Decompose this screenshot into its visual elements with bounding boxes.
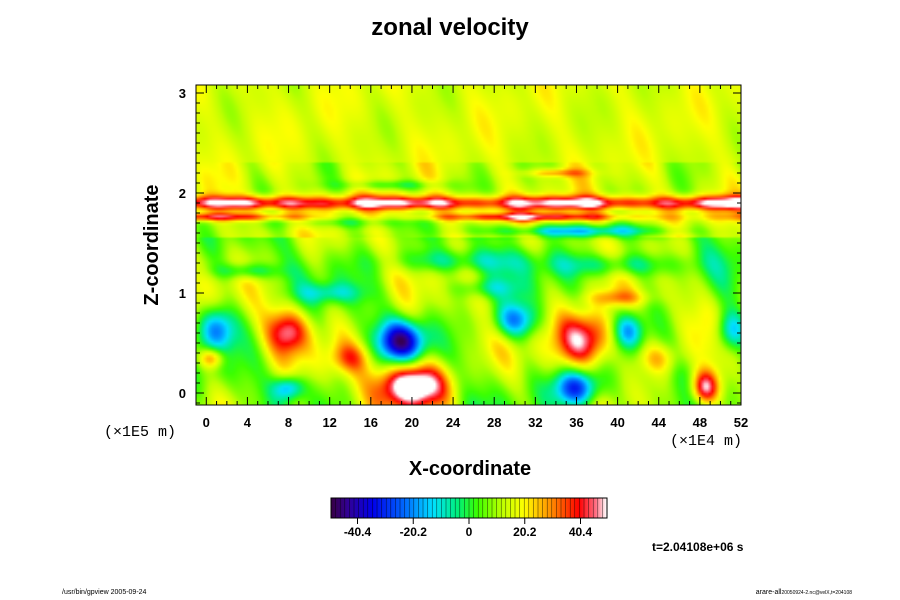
y-tick-label: 0	[179, 386, 186, 401]
y-tick-label: 1	[179, 286, 186, 301]
y-tick-label: 2	[179, 186, 186, 201]
x-tick-label: 36	[569, 415, 583, 430]
y-axis: 0 1 2 3	[179, 86, 741, 404]
footer-right: arare-all20050924-2.nc@velX,t=204108	[756, 589, 852, 596]
x-tick-label: 16	[364, 415, 378, 430]
plot-frame	[195, 84, 742, 406]
heatmap-image	[196, 85, 741, 405]
x-tick-label: 0	[203, 415, 210, 430]
colorbar-tick-label: 0	[466, 525, 473, 539]
footer-left: /usr/bin/gpview 2005-09-24	[62, 589, 147, 596]
x-tick-label: 28	[487, 415, 501, 430]
x-tick-label: 8	[285, 415, 292, 430]
colorbar-tick-label: 20.2	[513, 525, 537, 539]
x-axis: 0 4 8 12 16 20 24 28 32 36 40 44 48 52	[203, 85, 748, 430]
y-tick-label: 3	[179, 86, 186, 101]
x-tick-label: 4	[244, 415, 252, 430]
x-tick-label: 32	[528, 415, 542, 430]
y-axis-label: Z-coordinate	[141, 184, 163, 305]
x-tick-label: 44	[652, 415, 667, 430]
chart-title: zonal velocity	[371, 14, 529, 41]
footer-right-small: 20050924-2.nc@velX,t=204108	[781, 590, 852, 596]
colorbar-tick-label: -40.4	[344, 525, 372, 539]
x-tick-label: 52	[734, 415, 748, 430]
colorbar-ticks: -40.4 -20.2 0 20.2 40.4	[344, 518, 593, 539]
colorbar-cells	[335, 498, 603, 518]
colorbar-tick-label: 40.4	[569, 525, 593, 539]
x-tick-label: 24	[446, 415, 461, 430]
time-label: t=2.04108e+06 s	[652, 540, 744, 554]
footer-right-main: arare-all	[755, 589, 782, 596]
z-scale-label: (×1E5 m)	[104, 424, 177, 441]
colorbar-tick-label: -20.2	[400, 525, 428, 539]
x-tick-label: 12	[322, 415, 336, 430]
x-axis-label: X-coordinate	[408, 458, 532, 480]
x-scale-label: (×1E4 m)	[670, 433, 743, 450]
x-tick-label: 40	[610, 415, 624, 430]
x-tick-label: 20	[405, 415, 419, 430]
x-tick-label: 48	[693, 415, 707, 430]
